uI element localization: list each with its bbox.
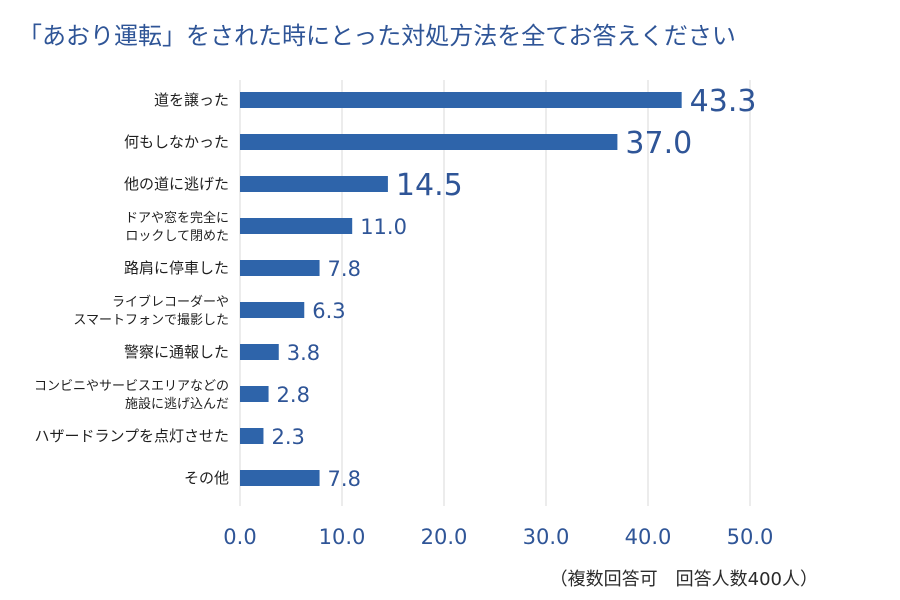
x-tick-label: 0.0: [223, 525, 256, 549]
category-label: その他: [184, 469, 229, 487]
category-label: ハザードランプを点灯させた: [34, 427, 229, 445]
category-label: ライブレコーダーやスマートフォンで撮影した: [73, 294, 229, 328]
category-label: コンビニやサービスエリアなどの施設に逃げ込んだ: [34, 379, 229, 412]
value-label: 2.3: [271, 425, 304, 449]
value-label: 37.0: [625, 126, 692, 161]
x-tick-label: 10.0: [319, 525, 366, 549]
x-tick-label: 40.0: [625, 525, 672, 549]
x-tick-label: 50.0: [727, 525, 774, 549]
category-label: 他の道に逃げた: [124, 175, 229, 193]
category-label: 道を譲った: [154, 91, 229, 109]
value-label: 3.8: [287, 341, 320, 365]
bar: [240, 260, 320, 276]
x-tick-label: 30.0: [523, 525, 570, 549]
bar: [240, 134, 618, 150]
bar: [240, 470, 320, 486]
bar: [240, 218, 353, 234]
value-label: 43.3: [690, 84, 757, 119]
value-label: 7.8: [328, 257, 361, 281]
value-label: 7.8: [328, 467, 361, 491]
category-label: ドアや窓を完全にロックして閉めた: [125, 210, 229, 244]
bar: [240, 386, 269, 402]
chart-title: 「あおり運転」をされた時にとった対処方法を全てお答えください: [18, 22, 736, 50]
category-label: 路肩に停車した: [124, 259, 229, 277]
value-label: 6.3: [312, 299, 345, 323]
category-label: 何もしなかった: [124, 133, 229, 151]
value-label: 14.5: [396, 168, 463, 203]
value-label: 2.8: [277, 383, 310, 407]
bar: [240, 428, 264, 444]
bar: [240, 344, 279, 360]
bar: [240, 176, 388, 192]
response-note: （複数回答可 回答人数400人）: [549, 569, 818, 590]
x-tick-label: 20.0: [421, 525, 468, 549]
category-label: 警察に通報した: [124, 343, 229, 361]
value-label: 11.0: [360, 215, 407, 239]
bar: [240, 302, 305, 318]
bar: [240, 92, 682, 108]
